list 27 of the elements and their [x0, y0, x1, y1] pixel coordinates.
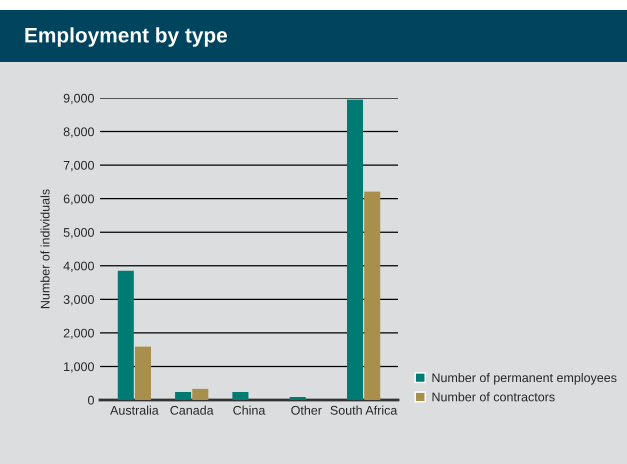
y-tick-label: 4,000 — [63, 262, 94, 272]
bar — [364, 192, 380, 400]
x-tick-label: Canada — [170, 406, 214, 415]
bar — [175, 392, 192, 400]
y-tick-label: 2,000 — [64, 328, 94, 340]
x-tick-label: South Africa — [330, 406, 398, 415]
y-tick-label: 5,000 — [64, 228, 94, 238]
x-tick-label: China — [233, 406, 266, 415]
y-tick-label: 6,000 — [64, 194, 94, 205]
y-tick-label: 1,000 — [64, 362, 94, 373]
bar — [134, 346, 152, 400]
bar — [118, 270, 134, 400]
x-tick-label: Other — [291, 406, 322, 415]
bar — [232, 392, 248, 400]
legend-label: Number of permanent employees — [432, 372, 617, 385]
y-tick-label: 9,000 — [64, 94, 94, 104]
bar — [290, 396, 306, 400]
x-tick-label: Australia — [110, 406, 159, 415]
y-tick-label: 8,000 — [64, 127, 94, 138]
y-tick-label: 0 — [88, 396, 94, 405]
bar — [192, 388, 208, 400]
y-tick-label: 3,000 — [64, 295, 94, 306]
y-axis-title: Number of individuals — [40, 189, 50, 308]
bar — [346, 100, 364, 400]
legend-label: Number of contractors — [432, 392, 555, 402]
y-tick-label: 7,000 — [64, 160, 94, 172]
chart-title: Employment by type — [25, 27, 228, 47]
